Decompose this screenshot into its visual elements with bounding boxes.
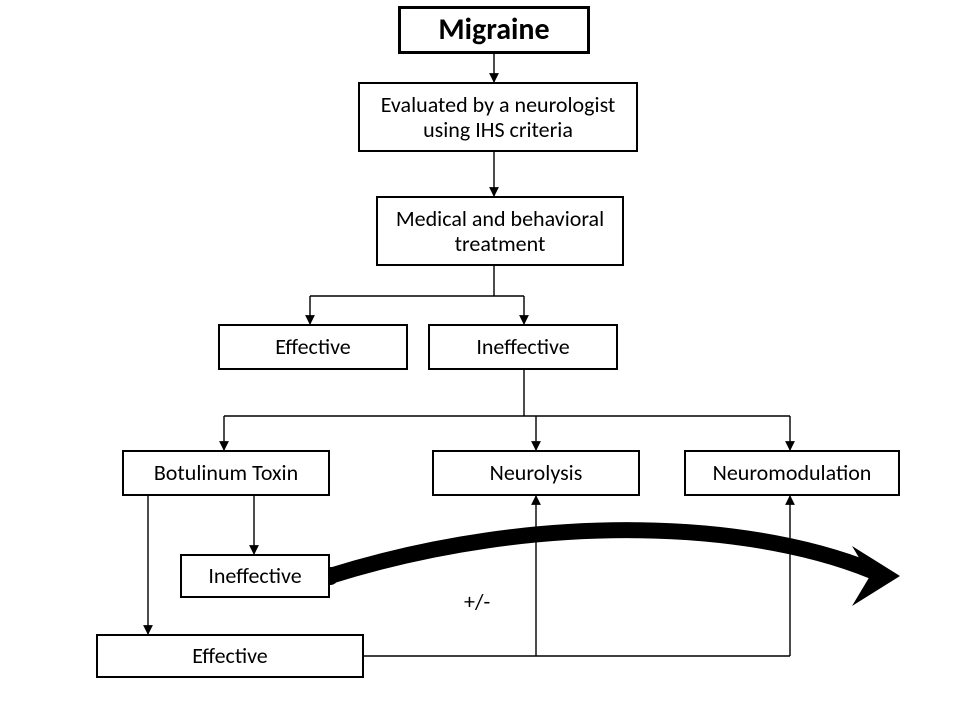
node-label: Ineffective (208, 563, 301, 588)
label-plus-minus: +/- (464, 588, 490, 615)
node-effective-bottom: Effective (96, 634, 364, 678)
node-label: Ineffective (476, 334, 569, 359)
node-ineffective-bottom: Ineffective (180, 554, 330, 598)
node-label: Medical and behavioral treatment (396, 206, 604, 257)
node-label: Effective (275, 334, 351, 359)
node-migraine: Migraine (398, 6, 590, 54)
node-ineffective-top: Ineffective (428, 324, 618, 370)
node-label: Effective (192, 643, 268, 668)
node-label: Botulinum Toxin (154, 460, 298, 485)
node-effective-top: Effective (218, 324, 408, 370)
node-neuromodulation: Neuromodulation (684, 450, 900, 496)
node-label: Neuromodulation (713, 460, 872, 485)
node-neurolysis: Neurolysis (432, 450, 640, 496)
node-evaluated: Evaluated by a neurologist using IHS cri… (358, 82, 638, 152)
label-text: +/- (464, 588, 490, 615)
node-botulinum-toxin: Botulinum Toxin (122, 450, 330, 496)
node-label: Neurolysis (490, 460, 583, 485)
node-medical: Medical and behavioral treatment (376, 196, 624, 266)
node-label: Migraine (438, 13, 549, 48)
node-label: Evaluated by a neurologist using IHS cri… (381, 92, 616, 143)
